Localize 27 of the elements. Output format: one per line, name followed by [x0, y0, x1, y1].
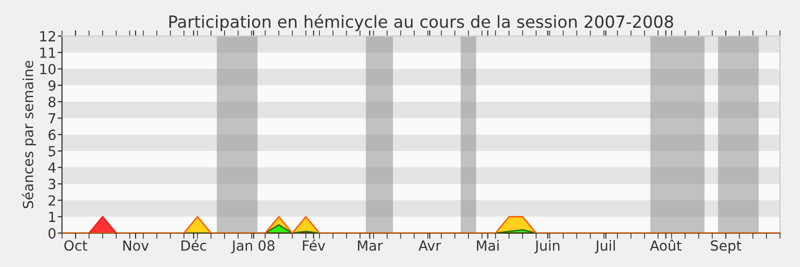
x-tick-label: Avr: [418, 240, 442, 251]
x-tick-label: Mar: [358, 240, 383, 251]
y-tick-label: 8: [48, 96, 56, 108]
y-tick-label: 10: [40, 64, 56, 74]
y-tick-label: 4: [48, 162, 56, 173]
y-tick-label: 3: [48, 178, 56, 190]
y-tick-label: 1: [49, 212, 56, 222]
x-tick-label: Juil: [594, 240, 615, 254]
y-tick-label: 6: [48, 130, 56, 140]
y-axis-title: Séances par semaine: [22, 60, 36, 208]
y-tick-label: 2: [48, 195, 56, 206]
y-tick-label: 5: [48, 146, 56, 156]
y-tick-label: 12: [40, 31, 56, 42]
x-tick-label: Oct: [64, 240, 88, 251]
y-tick-label: 9: [48, 80, 56, 91]
chart-title: Participation en hémicycle au cours de la session 2007-2008: [169, 14, 674, 32]
y-tick-label: 0: [48, 228, 56, 239]
x-tick-label: Sept: [710, 240, 742, 254]
x-tick-label: Mai: [476, 240, 499, 251]
x-tick-label: Juin: [534, 240, 560, 254]
x-tick-label: Jan 08: [231, 240, 274, 254]
x-tick-label: Août: [650, 239, 682, 251]
x-tick-label: Déc: [182, 239, 206, 251]
y-tick-label: 7: [48, 113, 56, 124]
x-tick-label: Fév: [302, 239, 326, 251]
y-tick-label: 11: [40, 48, 56, 58]
x-tick-label: Nov: [123, 240, 149, 251]
